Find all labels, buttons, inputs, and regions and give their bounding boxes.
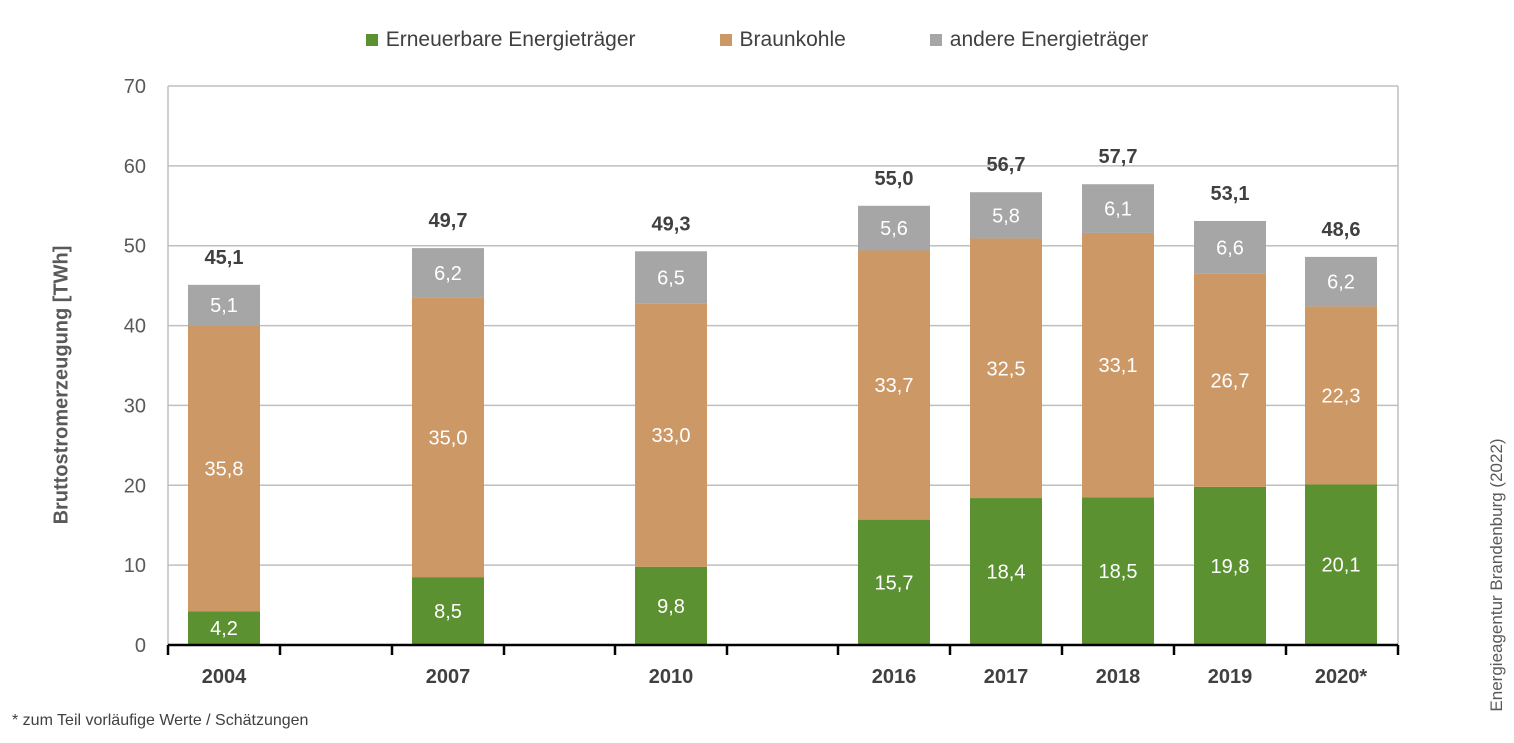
data-label: 35,8 [205, 459, 244, 481]
bar-segment [1305, 484, 1377, 645]
total-label: 53,1 [1211, 183, 1250, 205]
bar-segment [1082, 232, 1154, 498]
source-credit: Energieagentur Brandenburg (2022) [1487, 438, 1506, 712]
bar-segment [412, 297, 484, 578]
data-label: 6,2 [1327, 272, 1355, 294]
x-tick-label: 2004 [202, 666, 247, 688]
data-label: 4,2 [210, 618, 238, 640]
bar-segment [1305, 306, 1377, 485]
data-label: 35,0 [429, 427, 468, 449]
y-tick-label: 10 [124, 555, 146, 577]
bar-segment [858, 250, 930, 520]
data-label: 18,5 [1099, 561, 1138, 583]
y-tick-label: 60 [124, 156, 146, 178]
total-label: 45,1 [205, 247, 244, 269]
x-tick-label: 2019 [1208, 666, 1253, 688]
data-label: 18,4 [987, 562, 1026, 584]
x-tick-label: 2007 [426, 666, 471, 688]
chart-legend: Erneuerbare Energieträger Braunkohle and… [0, 28, 1514, 52]
data-label: 20,1 [1322, 555, 1361, 577]
bar-segment [635, 566, 707, 645]
y-axis-label: Bruttostromerzeugung [TWh] [50, 245, 73, 525]
legend-swatch-lignite [719, 34, 732, 46]
data-label: 9,8 [657, 596, 685, 618]
bar-segment [188, 325, 260, 612]
bar-segment [970, 238, 1042, 499]
footnote: * zum Teil vorläufige Werte / Schätzunge… [12, 712, 309, 729]
data-label: 32,5 [987, 358, 1026, 380]
legend-label-lignite: Braunkohle [739, 28, 846, 51]
y-tick-label: 20 [124, 475, 146, 497]
bar-segment [858, 205, 930, 251]
data-label: 33,1 [1099, 355, 1138, 377]
x-tick-label: 2016 [872, 666, 917, 688]
data-label: 19,8 [1211, 556, 1250, 578]
data-label: 33,0 [652, 425, 691, 447]
legend-label-other: andere Energieträger [949, 28, 1149, 51]
data-label: 22,3 [1322, 385, 1361, 407]
bar-segment [1082, 497, 1154, 645]
y-tick-label: 30 [124, 395, 146, 417]
bar-segment [635, 303, 707, 567]
total-label: 49,7 [429, 210, 468, 232]
bar-segment [1305, 256, 1377, 307]
bar-segment [1194, 486, 1266, 645]
bar-segment [858, 519, 930, 645]
legend-item-renewables: Erneuerbare Energieträger [365, 28, 636, 52]
data-label: 26,7 [1211, 370, 1250, 392]
y-tick-label: 40 [124, 316, 146, 338]
legend-swatch-renewables [365, 34, 378, 46]
y-tick-label: 0 [135, 635, 146, 657]
bar-segment [1082, 184, 1154, 233]
bar-segment [635, 251, 707, 304]
x-tick-label: 2010 [649, 666, 694, 688]
bar-segment [412, 248, 484, 298]
x-tick-label: 2018 [1096, 666, 1141, 688]
bar-segment [970, 498, 1042, 645]
y-tick-label: 50 [124, 236, 146, 258]
data-label: 6,1 [1104, 199, 1132, 221]
x-tick-label: 2020* [1315, 666, 1367, 688]
data-label: 5,6 [880, 218, 908, 240]
data-label: 6,6 [1216, 237, 1244, 259]
total-label: 49,3 [652, 213, 691, 235]
legend-label-renewables: Erneuerbare Energieträger [385, 28, 636, 51]
legend-item-other: andere Energieträger [929, 28, 1149, 52]
bar-segment [970, 192, 1042, 239]
bar-segment [188, 284, 260, 326]
data-label: 15,7 [875, 572, 914, 594]
data-label: 8,5 [434, 601, 462, 623]
data-label: 6,5 [657, 267, 685, 289]
total-label: 55,0 [875, 168, 914, 190]
data-label: 33,7 [875, 375, 914, 397]
total-label: 56,7 [987, 154, 1026, 176]
data-label: 5,1 [210, 295, 238, 317]
bar-segment [188, 611, 260, 645]
bar-segment [1194, 273, 1266, 487]
legend-item-lignite: Braunkohle [719, 28, 846, 52]
bar-segment [1194, 220, 1266, 274]
data-label: 5,8 [992, 205, 1020, 227]
bar-segment [412, 577, 484, 645]
total-label: 57,7 [1099, 146, 1138, 168]
x-tick-label: 2017 [984, 666, 1029, 688]
y-tick-label: 70 [124, 76, 146, 98]
data-label: 6,2 [434, 263, 462, 285]
total-label: 48,6 [1322, 219, 1361, 241]
legend-swatch-other [929, 34, 942, 46]
